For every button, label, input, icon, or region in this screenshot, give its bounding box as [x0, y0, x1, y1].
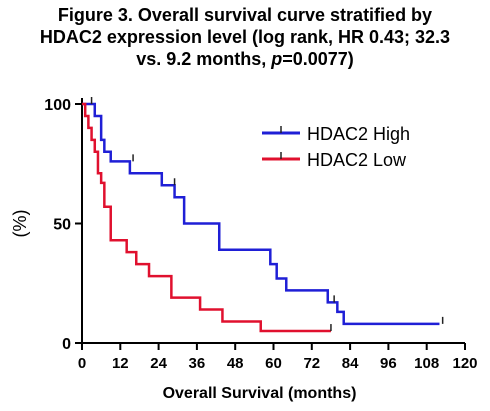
- x-tick-label: 96: [380, 355, 397, 372]
- y-tick-label: 100: [44, 97, 71, 114]
- title-p-value: =0.0077): [282, 49, 354, 69]
- title-line-3: vs. 9.2 months, p=0.0077): [0, 48, 490, 70]
- legend: HDAC2 High HDAC2 Low: [262, 124, 410, 170]
- x-tick-label: 48: [227, 355, 244, 372]
- x-tick-label: 12: [112, 355, 129, 372]
- title-line-1: Figure 3. Overall survival curve stratif…: [57, 5, 433, 25]
- y-tick-label: 50: [53, 217, 71, 234]
- title-p-symbol: p: [271, 49, 283, 69]
- series-line-1: [82, 102, 331, 333]
- y-axis-label: (%): [10, 210, 30, 238]
- y-tick-label: 0: [62, 336, 71, 353]
- legend-label-1: HDAC2 Low: [307, 150, 407, 170]
- x-axis-label: Overall Survival (months): [163, 385, 357, 402]
- title-line-3-text: vs. 9.2 months,: [136, 49, 272, 69]
- axes: 0 12 24 36 48 60 72 84 96 108 120 0 50 100 Overall Sur…: [10, 97, 478, 402]
- x-tick-label: 36: [189, 355, 206, 372]
- series-layer: [82, 97, 444, 333]
- x-tick-label: 72: [303, 355, 320, 372]
- x-tick-label: 0: [78, 355, 86, 372]
- x-tick-label: 60: [265, 355, 282, 372]
- legend-label-0: HDAC2 High: [307, 124, 410, 144]
- x-tick-label: 108: [414, 355, 439, 372]
- x-tick-label: 120: [452, 355, 477, 372]
- title-line-2: HDAC2 expression level (log rank, HR 0.4…: [39, 27, 451, 47]
- series-line-0: [82, 102, 440, 326]
- figure-title: Figure 3. Overall survival curve stratif…: [0, 4, 490, 70]
- x-tick-label: 84: [342, 355, 359, 372]
- x-tick-label: 24: [150, 355, 167, 372]
